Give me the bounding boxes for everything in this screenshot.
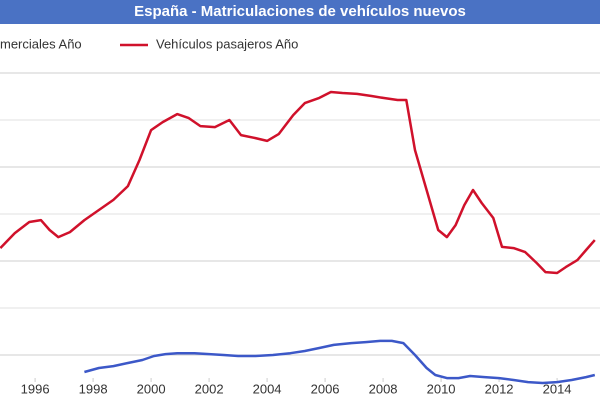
x-tick-label: 2000 [137, 381, 166, 396]
x-tick-label: 1998 [79, 381, 108, 396]
x-tick-label: 2012 [485, 381, 514, 396]
x-tick-label: 2006 [311, 381, 340, 396]
x-tick-label: 1996 [21, 381, 50, 396]
header-bar [0, 0, 600, 24]
line-series [84, 339, 596, 385]
x-tick-label: 2010 [427, 381, 456, 396]
legend-label: merciales Año [0, 36, 82, 51]
line-series [0, 90, 596, 275]
x-tick-label: 2014 [543, 381, 572, 396]
x-tick-label: 2008 [369, 381, 398, 396]
x-tick-label: 2004 [253, 381, 282, 396]
legend-label: Vehículos pasajeros Año [156, 36, 298, 51]
x-tick-label: 2002 [195, 381, 224, 396]
chart-title: España - Matriculaciones de vehículos nu… [134, 3, 466, 20]
